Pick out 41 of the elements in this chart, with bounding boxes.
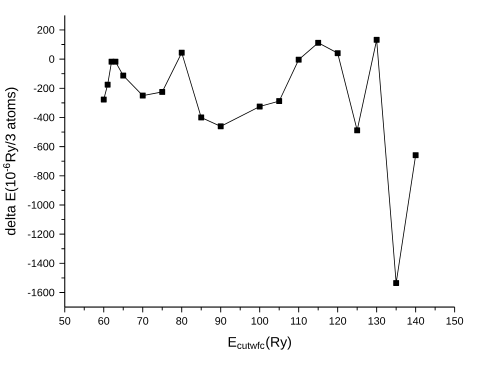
y-tick-label: -1000: [28, 201, 54, 210]
x-tick-label: 90: [215, 317, 226, 325]
y-axis-title: delta E(10$^{-6}$Ry/3 atoms): [3, 88, 18, 236]
point: [276, 98, 282, 104]
point: [393, 280, 400, 286]
x-tick-label: 150: [446, 317, 464, 325]
point: [296, 57, 302, 63]
y-tick-label: 0: [49, 56, 54, 64]
y-tick-label: -600: [34, 143, 54, 151]
point: [198, 114, 204, 121]
point: [100, 96, 107, 103]
y-tick-label: 200: [37, 26, 54, 34]
x-axis-title: E$_{cutwfc}$(Ry): [228, 336, 291, 350]
y-tick-label: -1400: [28, 260, 54, 268]
point: [218, 124, 224, 130]
x-tick-label: 120: [330, 317, 346, 325]
point: [334, 50, 341, 56]
point: [178, 50, 185, 56]
point: [104, 82, 111, 88]
point: [140, 92, 146, 99]
point: [354, 128, 360, 134]
y-tick-label: -800: [34, 172, 54, 180]
x-tick-label: 70: [137, 317, 148, 325]
x-tick-label: 130: [368, 317, 386, 325]
x-tick-label: 110: [290, 317, 307, 325]
point: [412, 152, 419, 158]
point: [256, 104, 263, 110]
point: [112, 59, 118, 65]
y-tick-label: -1600: [28, 288, 54, 297]
x-tick-label: 50: [59, 317, 70, 325]
point: [315, 40, 322, 46]
y-tick-label: -1200: [28, 230, 54, 238]
y-tick-label: -200: [34, 84, 54, 92]
x-tick-label: 80: [176, 317, 188, 325]
x-tick-label: 60: [98, 317, 110, 325]
x-tick-label: 140: [408, 317, 424, 325]
x-tick-label: 100: [252, 317, 268, 325]
point: [159, 89, 166, 96]
y-tick-label: -400: [34, 114, 54, 122]
point: [374, 37, 380, 44]
point: [120, 72, 126, 79]
